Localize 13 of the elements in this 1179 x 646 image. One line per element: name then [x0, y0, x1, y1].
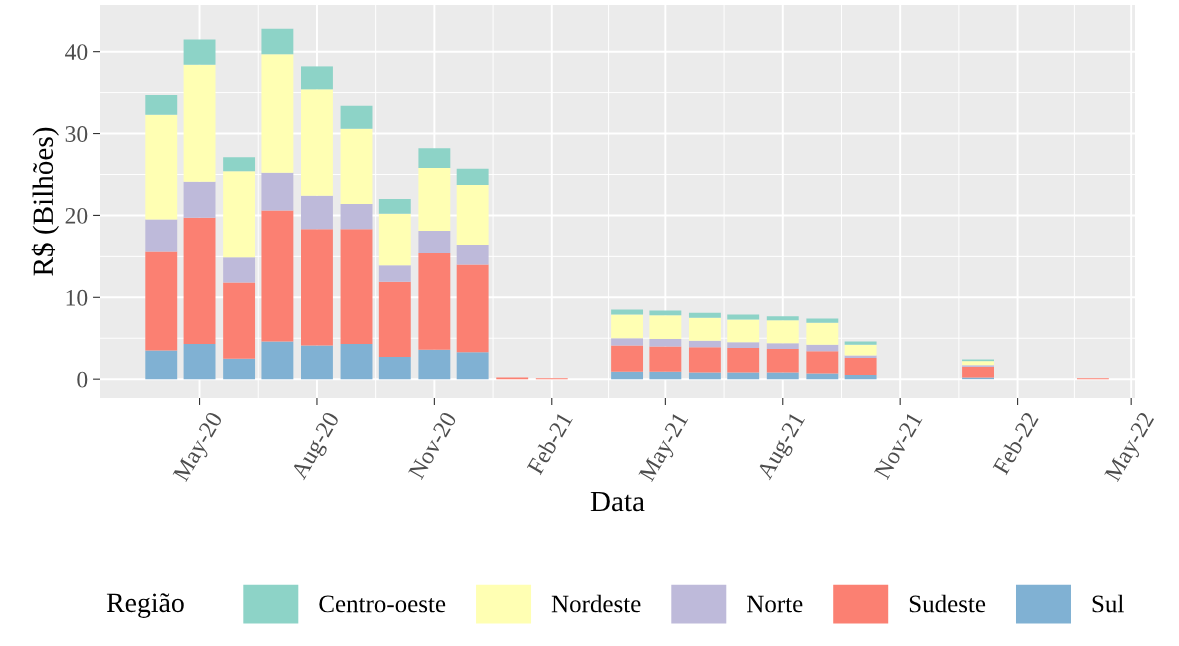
y-tick-label: 30 [65, 126, 88, 142]
legend-title: Região [106, 593, 184, 618]
y-tick-label: 0 [77, 371, 88, 388]
y-tick-label: 40 [65, 44, 88, 61]
legend-label: Centro-oeste [319, 595, 446, 613]
y-tick-label: 20 [65, 207, 88, 224]
legend-label: Sudeste [909, 594, 986, 613]
legend-label: Sul [1092, 594, 1124, 613]
y-tick-label: 10 [66, 289, 88, 306]
y-axis-title: R$ (Bilhões) [31, 127, 60, 276]
legend-label: Nordeste [551, 594, 641, 613]
legend-label: Norte [747, 595, 803, 613]
x-axis-title: Data [590, 491, 645, 512]
